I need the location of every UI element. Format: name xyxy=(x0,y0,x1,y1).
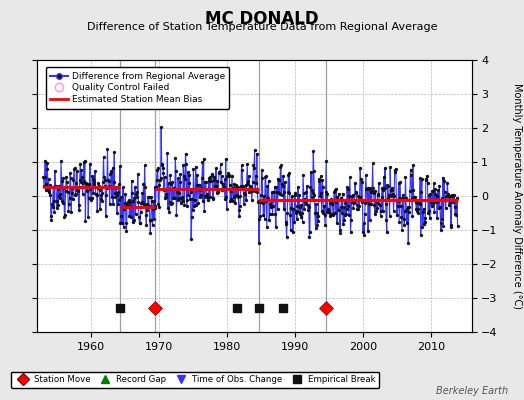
Legend: Station Move, Record Gap, Time of Obs. Change, Empirical Break: Station Move, Record Gap, Time of Obs. C… xyxy=(10,372,379,388)
Text: Difference of Station Temperature Data from Regional Average: Difference of Station Temperature Data f… xyxy=(87,22,437,32)
Text: Berkeley Earth: Berkeley Earth xyxy=(436,386,508,396)
Text: MC DONALD: MC DONALD xyxy=(205,10,319,28)
Y-axis label: Monthly Temperature Anomaly Difference (°C): Monthly Temperature Anomaly Difference (… xyxy=(512,83,522,309)
